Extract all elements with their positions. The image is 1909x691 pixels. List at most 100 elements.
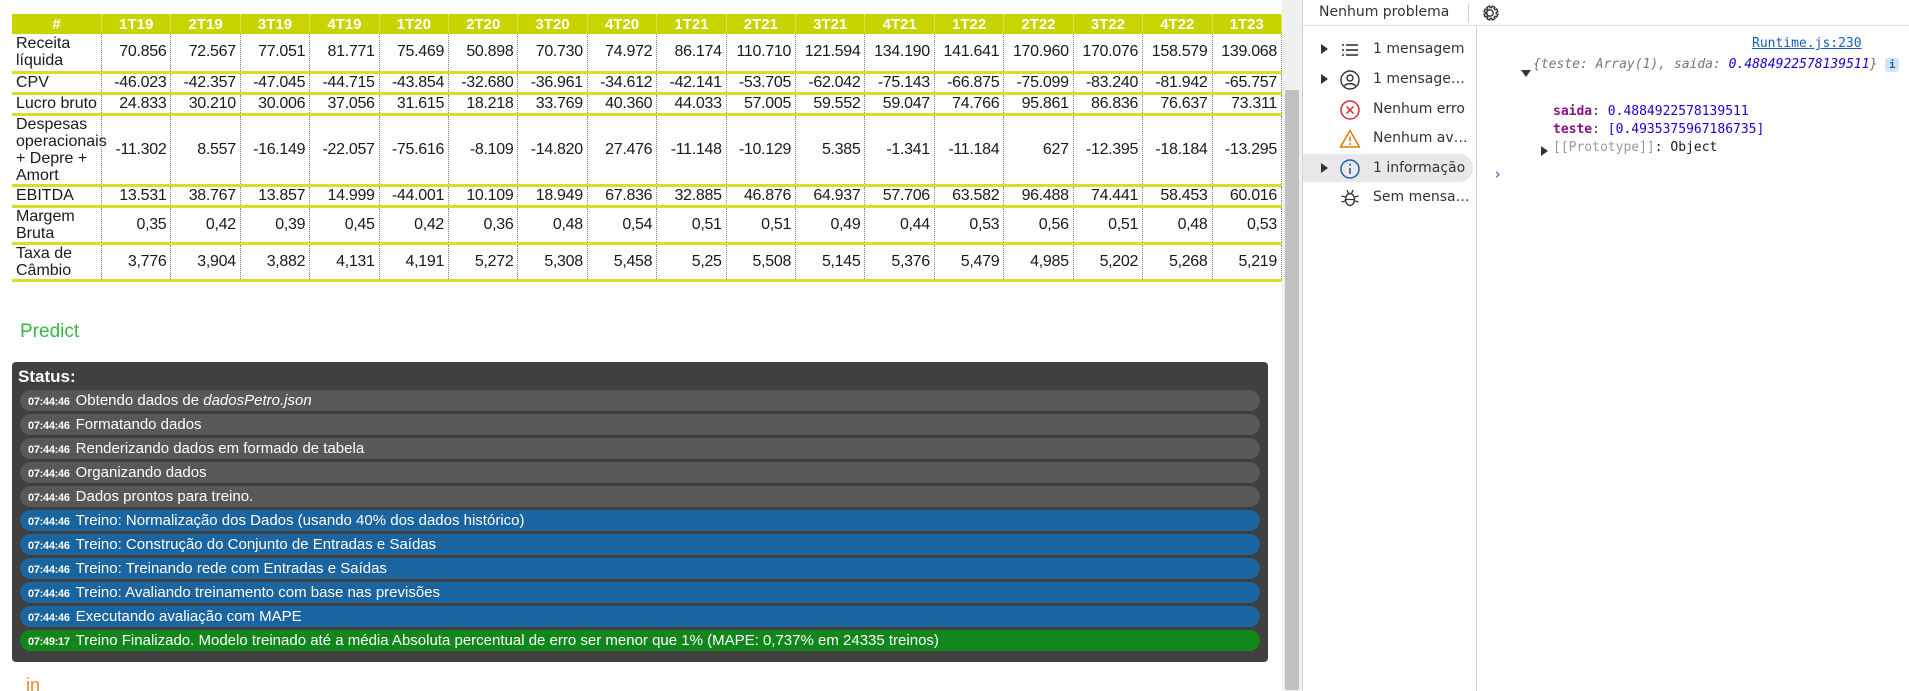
- table-cell: 5,219: [1212, 243, 1283, 282]
- table-cell: 75.469: [379, 34, 450, 74]
- sidebar-item-user[interactable]: 1 mensagem do usuário: [1303, 65, 1473, 93]
- status-log-entry: 07:44:46 Organizando dados: [20, 462, 1260, 483]
- status-panel: Status: 07:44:46 Obtendo dados de dadosPe…: [12, 362, 1268, 662]
- expand-arrow-icon[interactable]: [1521, 70, 1531, 77]
- table-cell: 627: [1003, 114, 1074, 187]
- log-text: Organizando dados: [75, 464, 207, 481]
- table-cell: -75.099: [1003, 72, 1074, 95]
- log-timestamp: 07:44:46: [28, 612, 70, 624]
- expand-arrow-icon[interactable]: [1321, 163, 1328, 173]
- info-badge-icon[interactable]: i: [1885, 58, 1900, 72]
- log-text: Treino Finalizado. Modelo treinado até a…: [75, 632, 939, 649]
- prop-value: [0.4935375967186735]: [1607, 122, 1765, 137]
- sidebar-item-info[interactable]: 1 informação: [1303, 154, 1473, 182]
- log-text: Formatando dados: [75, 416, 202, 433]
- console-sidebar: 1 mensagem 1 mensagem do usuário Nenhum er…: [1303, 27, 1477, 691]
- table-cell: 37.056: [309, 93, 380, 116]
- prototype-value: Object: [1670, 140, 1718, 155]
- table-cell: -66.875: [934, 72, 1005, 95]
- table-cell: 170.076: [1073, 34, 1144, 74]
- header-period: 1T23: [1212, 14, 1283, 34]
- table-cell: -43.854: [379, 72, 450, 95]
- list-icon: [1339, 39, 1361, 61]
- expand-arrow-icon[interactable]: [1321, 44, 1328, 54]
- console-output: Runtime.js:230 {teste: Array(1), saida: …: [1479, 27, 1909, 691]
- gear-icon[interactable]: [1479, 2, 1501, 24]
- table-cell: 70.856: [101, 34, 172, 74]
- status-log-entry: 07:44:46 Treino: Normalização dos Dados (…: [20, 510, 1260, 531]
- log-text: Treino: Construção do Conjunto de Entrad…: [75, 536, 437, 553]
- log-timestamp: 07:44:46: [28, 492, 70, 504]
- table-cell: 74.766: [934, 93, 1005, 116]
- status-log-entry: 07:44:46 Formatando dados: [20, 414, 1260, 435]
- page-scrollbar-thumb[interactable]: [1285, 90, 1299, 690]
- table-cell: -10.129: [726, 114, 797, 187]
- header-period: 4T22: [1142, 14, 1213, 34]
- sidebar-item-list[interactable]: 1 mensagem: [1303, 35, 1473, 63]
- table-cell: 5,376: [864, 243, 935, 282]
- devtools-panel: Nenhum problema 1 mensagem 1 mensagem do …: [1302, 0, 1909, 691]
- table-cell: -44.001: [379, 185, 450, 208]
- log-text: Treino: Avaliando treinamento com base n…: [75, 584, 441, 601]
- row-label: Lucro bruto: [12, 93, 103, 116]
- table-cell: 50.898: [448, 34, 519, 74]
- table-cell: 0,39: [240, 206, 311, 245]
- table-cell: -32.680: [448, 72, 519, 95]
- table-cell: 59.047: [864, 93, 935, 116]
- source-link[interactable]: Runtime.js:230: [1752, 36, 1862, 51]
- sidebar-item-label: 1 informação: [1373, 160, 1466, 176]
- prototype-entry[interactable]: [[Prototype]]: Object: [1553, 140, 1718, 155]
- table-cell: 30.210: [170, 93, 241, 116]
- table-cell: 5,308: [517, 243, 588, 282]
- log-timestamp: 07:44:46: [28, 588, 70, 600]
- prop-teste: teste: [0.4935375967186735]: [1553, 122, 1765, 137]
- table-cell: 24.833: [101, 93, 172, 116]
- console-prompt[interactable]: ›: [1493, 165, 1503, 183]
- table-cell: 46.876: [726, 185, 797, 208]
- table-cell: 139.068: [1212, 34, 1283, 74]
- log-timestamp: 07:44:46: [28, 468, 70, 480]
- table-cell: 0,56: [1003, 206, 1074, 245]
- header-period: 1T20: [379, 14, 450, 34]
- status-log-entry: 07:44:46 Treino: Construção do Conjunto d…: [20, 534, 1260, 555]
- sidebar-item-warning[interactable]: Nenhum aviso: [1303, 124, 1473, 152]
- table-cell: 3,904: [170, 243, 241, 282]
- table-cell: 81.771: [309, 34, 380, 74]
- object-summary[interactable]: {teste: Array(1), saida: 0.4884922578139…: [1533, 56, 1903, 92]
- sidebar-item-error[interactable]: Nenhum erro: [1303, 95, 1473, 123]
- table-cell: 0,49: [795, 206, 866, 245]
- table-cell: 74.441: [1073, 185, 1144, 208]
- table-cell: 0,35: [101, 206, 172, 245]
- warning-icon: [1339, 128, 1361, 150]
- header-period: 4T19: [309, 14, 380, 34]
- table-cell: 40.360: [587, 93, 658, 116]
- row-label: Taxa de Câmbio: [12, 243, 103, 282]
- user-icon: [1339, 69, 1361, 91]
- table-cell: 86.174: [656, 34, 727, 74]
- header-period: 2T21: [726, 14, 797, 34]
- table-cell: 5,202: [1073, 243, 1144, 282]
- header-period: 4T21: [864, 14, 935, 34]
- table-cell: -18.184: [1142, 114, 1213, 187]
- status-title: Status:: [18, 367, 76, 386]
- table-cell: 0,53: [1212, 206, 1283, 245]
- problems-button[interactable]: Nenhum problema: [1319, 4, 1450, 20]
- sidebar-item-bug[interactable]: Sem mensagens detalhadas: [1303, 183, 1473, 211]
- financial-table: #1T19 2T19 3T19 4T19 1T20 2T20 3T20 4T20 1T21 2T2…: [12, 14, 1283, 282]
- table-cell: 141.641: [934, 34, 1005, 74]
- table-cell: 57.706: [864, 185, 935, 208]
- expand-arrow-icon[interactable]: [1321, 74, 1328, 84]
- header-period: 2T19: [170, 14, 241, 34]
- table-cell: 57.005: [726, 93, 797, 116]
- table-cell: 0,51: [726, 206, 797, 245]
- table-cell: -16.149: [240, 114, 311, 187]
- table-cell: 59.552: [795, 93, 866, 116]
- log-timestamp: 07:44:46: [28, 444, 70, 456]
- table-cell: 67.836: [587, 185, 658, 208]
- status-log-entry: 07:49:17 Treino Finalizado. Modelo treina…: [20, 630, 1260, 651]
- collapse-arrow-icon[interactable]: [1541, 146, 1548, 156]
- table-cell: 4,191: [379, 243, 450, 282]
- table-cell: 121.594: [795, 34, 866, 74]
- table-cell: -11.148: [656, 114, 727, 187]
- toolbar-divider: [1468, 4, 1469, 22]
